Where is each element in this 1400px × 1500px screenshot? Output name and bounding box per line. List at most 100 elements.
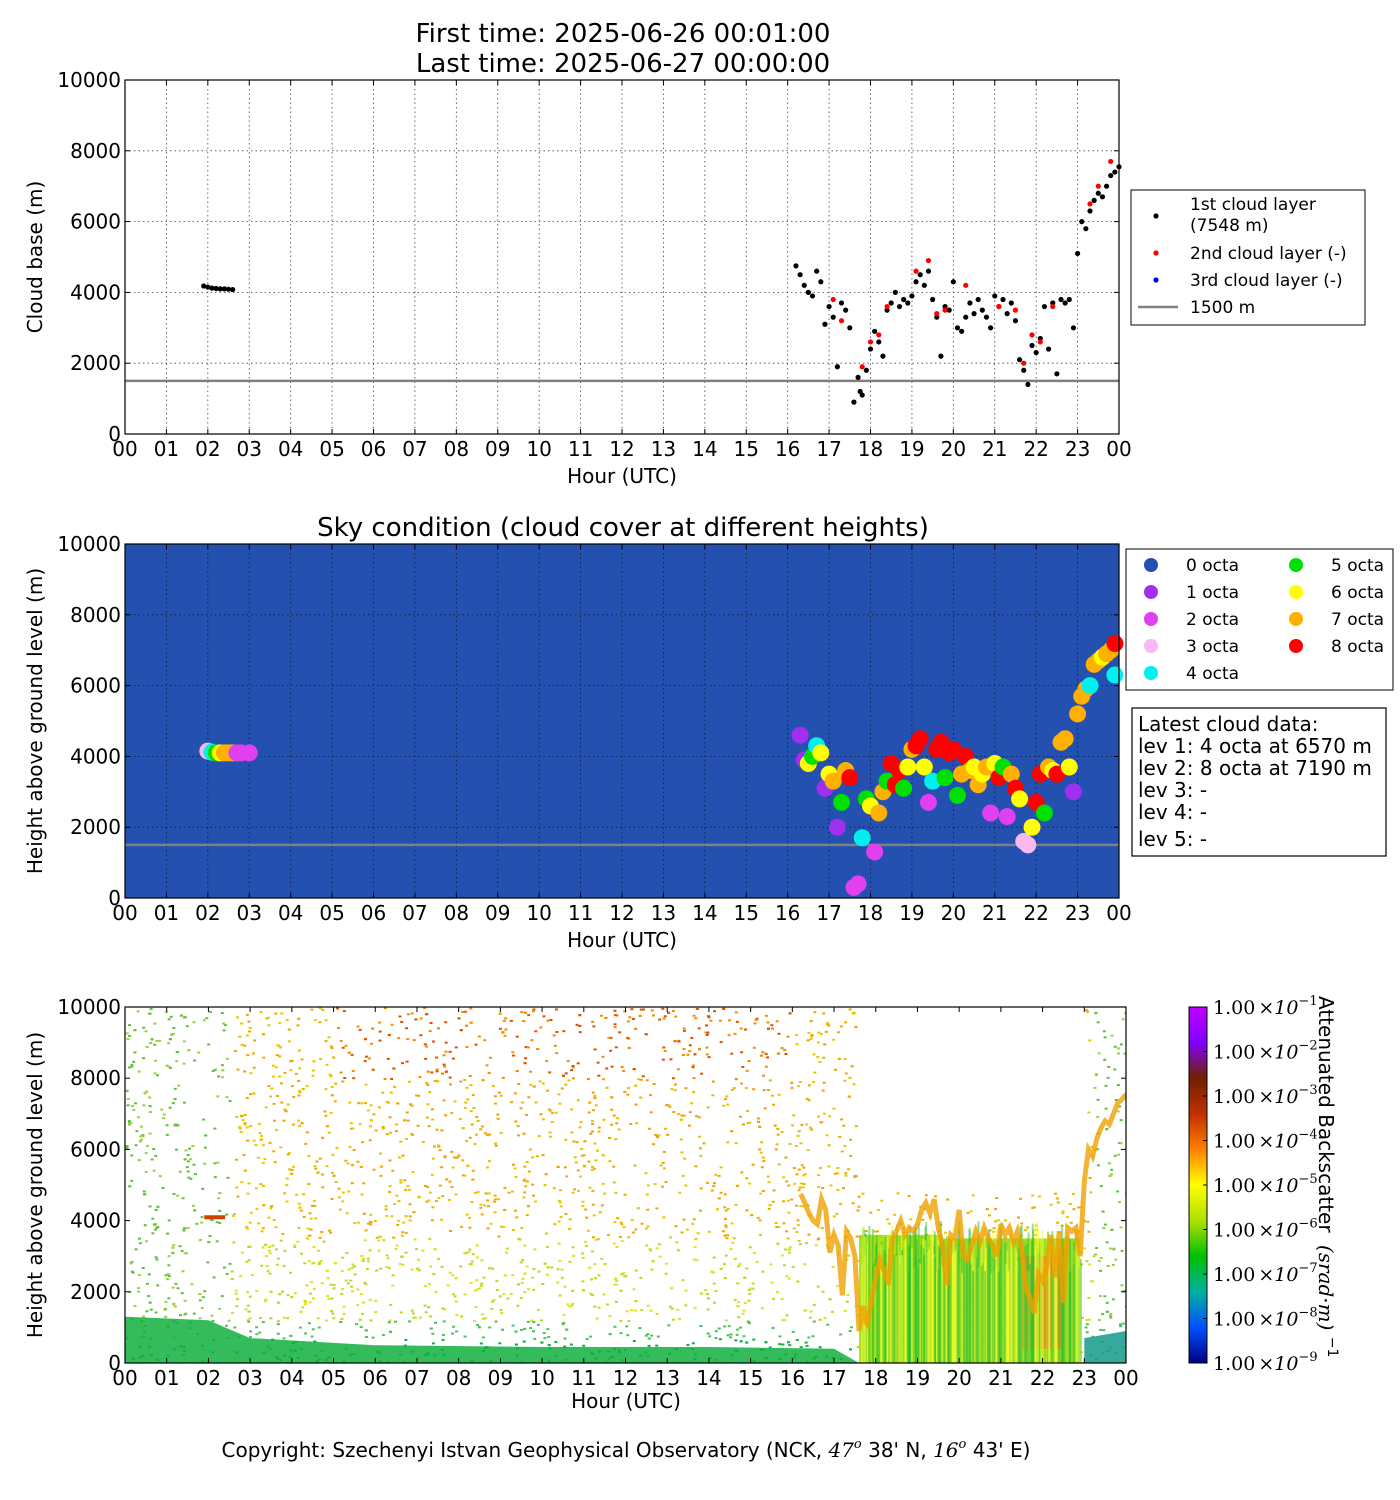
backscatter-speckle — [706, 1293, 710, 1296]
backscatter-speckle — [692, 1077, 696, 1080]
backscatter-speckle — [397, 1200, 401, 1203]
cloud-layer-1-point — [805, 289, 811, 295]
backscatter-speckle — [773, 1124, 777, 1127]
backscatter-speckle — [548, 1071, 552, 1074]
backscatter-speckle — [795, 1173, 799, 1176]
backscatter-speckle — [801, 1186, 805, 1189]
backscatter-speckle — [734, 1339, 738, 1342]
backscatter-speckle — [1053, 1192, 1057, 1195]
backscatter-speckle — [639, 1276, 643, 1279]
backscatter-speckle — [545, 1246, 549, 1249]
legend-layer3-label: 3rd cloud layer (-) — [1190, 271, 1343, 291]
backscatter-speckle — [588, 1292, 592, 1295]
backscatter-speckle — [263, 1158, 267, 1161]
cloud-layer-1-point — [1070, 325, 1077, 331]
backscatter-speckle — [172, 1193, 176, 1196]
backscatter-speckle — [534, 1030, 538, 1033]
backscatter-speckle — [1103, 1058, 1107, 1061]
cloud-return-streak — [886, 1236, 889, 1363]
backscatter-speckle — [460, 1315, 464, 1318]
backscatter-speckle — [752, 1046, 756, 1049]
backscatter-speckle — [639, 1078, 643, 1081]
backscatter-speckle — [996, 1219, 1000, 1222]
backscatter-speckle — [571, 1191, 575, 1194]
backscatter-speckle — [465, 1046, 469, 1049]
backscatter-speckle — [542, 1332, 546, 1335]
backscatter-speckle — [220, 1012, 224, 1015]
backscatter-speckle — [494, 1144, 498, 1147]
backscatter-speckle — [663, 1127, 667, 1130]
octa-point — [1069, 705, 1087, 723]
backscatter-speckle — [580, 1154, 584, 1157]
backscatter-speckle — [876, 1230, 880, 1233]
backscatter-speckle — [267, 1216, 271, 1219]
backscatter-speckle — [379, 1165, 383, 1168]
backscatter-speckle — [655, 1136, 659, 1139]
backscatter-speckle — [596, 1238, 600, 1241]
backscatter-speckle — [274, 1248, 278, 1251]
backscatter-speckle — [392, 1203, 396, 1206]
backscatter-speckle — [1004, 1219, 1008, 1222]
backscatter-speckle — [752, 1338, 756, 1341]
backscatter-speckle — [204, 1134, 208, 1137]
backscatter-speckle — [353, 1222, 357, 1225]
backscatter-speckle — [286, 1103, 290, 1106]
backscatter-speckle — [404, 1251, 408, 1254]
backscatter-speckle — [764, 1065, 768, 1068]
backscatter-speckle — [260, 1230, 264, 1233]
backscatter-speckle — [401, 1231, 405, 1234]
backscatter-speckle — [693, 1306, 697, 1309]
backscatter-speckle — [169, 1015, 173, 1018]
backscatter-speckle — [217, 1075, 221, 1078]
backscatter-speckle — [182, 1040, 186, 1043]
backscatter-speckle — [728, 1019, 732, 1022]
backscatter-speckle — [493, 1095, 497, 1098]
backscatter-speckle — [167, 1264, 171, 1267]
backscatter-speckle — [479, 1206, 483, 1209]
backscatter-speckle — [530, 1039, 534, 1042]
backscatter-speckle — [359, 1166, 363, 1169]
backscatter-speckle — [306, 1237, 310, 1240]
backscatter-speckle — [763, 1107, 767, 1110]
backscatter-speckle — [179, 1014, 183, 1017]
backscatter-speckle — [473, 1143, 477, 1146]
backscatter-speckle — [841, 1187, 845, 1190]
octa-point — [1023, 818, 1041, 836]
backscatter-speckle — [515, 1216, 519, 1219]
backscatter-speckle — [586, 1078, 590, 1081]
backscatter-speckle — [342, 1305, 346, 1308]
backscatter-speckle — [386, 1057, 390, 1060]
backscatter-speckle — [584, 1208, 588, 1211]
colorbar-tick-mantissa: 1.00 — [1213, 1042, 1255, 1064]
backscatter-speckle — [168, 1106, 172, 1109]
y-tick-label: 2000 — [70, 351, 121, 375]
backscatter-speckle — [150, 1158, 154, 1161]
backscatter-speckle — [349, 1122, 353, 1125]
colorbar-tick-exp: −2 — [1298, 1039, 1317, 1054]
backscatter-speckle — [591, 1203, 595, 1206]
backscatter-speckle — [321, 1173, 325, 1176]
backscatter-speckle — [818, 1318, 822, 1321]
backscatter-speckle — [498, 1342, 502, 1345]
backscatter-speckle — [834, 1068, 838, 1071]
backscatter-speckle — [629, 1123, 633, 1126]
backscatter-speckle — [832, 1215, 836, 1218]
backscatter-speckle — [519, 1297, 523, 1300]
backscatter-speckle — [286, 1153, 290, 1156]
backscatter-speckle — [344, 1044, 348, 1047]
backscatter-speckle — [1088, 1039, 1092, 1042]
backscatter-speckle — [399, 1140, 403, 1143]
backscatter-speckle — [557, 1093, 561, 1096]
backscatter-speckle — [787, 1277, 791, 1280]
backscatter-speckle — [1119, 1142, 1123, 1145]
backscatter-speckle — [587, 1111, 591, 1114]
backscatter-speckle — [435, 1070, 439, 1073]
backscatter-speckle — [187, 1049, 191, 1052]
backscatter-speckle — [470, 1201, 474, 1204]
backscatter-speckle — [1088, 1263, 1092, 1266]
backscatter-speckle — [268, 1141, 272, 1144]
backscatter-speckle — [443, 1308, 447, 1311]
backscatter-speckle — [1119, 1323, 1123, 1326]
cloud-layer-1-point — [801, 282, 807, 288]
